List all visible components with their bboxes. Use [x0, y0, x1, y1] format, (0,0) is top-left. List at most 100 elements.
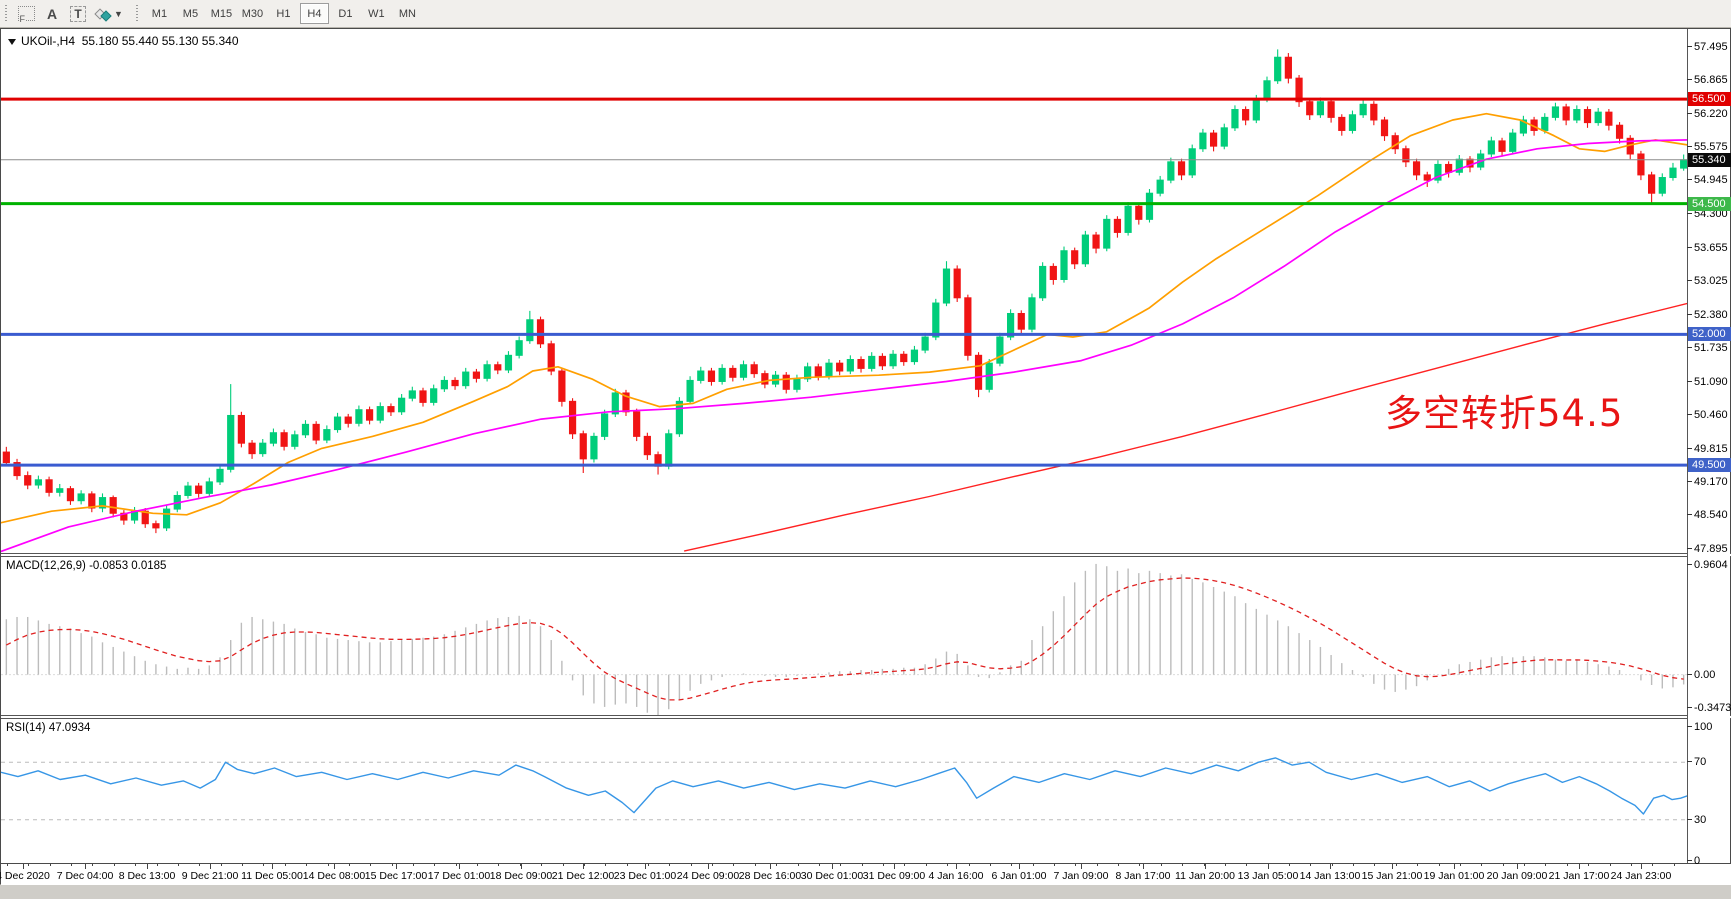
symbol-dropdown-icon[interactable]: [8, 39, 16, 45]
time-tick-mark: [1268, 864, 1269, 869]
toolbar-drag-handle[interactable]: [134, 4, 140, 23]
time-tick-minor: [1524, 864, 1525, 866]
arrows-tool-button[interactable]: ▼: [94, 3, 124, 25]
time-tick-minor: [1503, 864, 1504, 866]
time-tick-minor: [1246, 864, 1247, 866]
timeframe-button-m30[interactable]: M30: [241, 7, 264, 20]
time-tick-mark: [521, 864, 522, 869]
price-axis-label: 51.090: [1694, 376, 1728, 388]
time-axis-label: 31 Dec 09:00: [862, 870, 926, 882]
time-tick-minor: [434, 864, 435, 866]
time-tick-minor: [1161, 864, 1162, 866]
time-tick-minor: [584, 864, 585, 866]
timeframe-group: M1 M5 M15 M30 H1 H4 D1 W1 MN: [144, 0, 423, 28]
axis-tick-mark: [1687, 564, 1692, 565]
time-tick-mark: [956, 864, 957, 869]
price-axis-label: 51.735: [1694, 342, 1728, 354]
time-tick-mark: [210, 864, 211, 869]
time-tick-minor: [392, 864, 393, 866]
fibonacci-tool-button[interactable]: F: [14, 3, 38, 25]
rsi-indicator-label: RSI(14) 47.0934: [6, 722, 91, 734]
axis-tick-mark: [1687, 707, 1692, 708]
time-tick-minor: [1204, 864, 1205, 866]
label-tool-button[interactable]: T: [66, 3, 90, 25]
time-tick-minor: [1396, 864, 1397, 866]
time-axis-label: 7 Jan 09:00: [1053, 870, 1109, 882]
pane-separator[interactable]: [1, 553, 1731, 557]
axis-tick-mark: [1687, 761, 1692, 762]
time-tick-mark: [85, 864, 86, 869]
price-axis[interactable]: 57.495 56.865 56.220 55.575 54.945 54.300 53.6…: [1687, 29, 1731, 867]
pane-separator[interactable]: [1, 715, 1731, 719]
time-tick-minor: [669, 864, 670, 866]
price-axis-label: 53.025: [1694, 275, 1728, 287]
time-axis-label: 19 Jan 01:00: [1423, 870, 1485, 882]
time-tick-minor: [840, 864, 841, 866]
price-axis-label: 55.575: [1694, 141, 1728, 153]
annotation-text[interactable]: 多空转折54.5: [1385, 392, 1624, 435]
time-tick-minor: [349, 864, 350, 866]
time-axis[interactable]: 4 Dec 2020 7 Dec 04:00 8 Dec 13:00 9 Dec 21…: [0, 863, 1731, 885]
time-tick-minor: [1075, 864, 1076, 866]
time-tick-mark: [23, 864, 24, 869]
macd-pane[interactable]: MACD(12,26,9) -0.0853 0.0185: [1, 557, 1689, 715]
axis-tick-mark: [1687, 674, 1692, 675]
time-tick-mark: [334, 864, 335, 869]
macd-indicator-label: MACD(12,26,9) -0.0853 0.0185: [6, 560, 167, 572]
toolbar: F A T ▼ M1 M5 M15 M30 H1 H4 D1 W1 MN: [0, 0, 1731, 28]
timeframe-button-h1[interactable]: H1: [276, 7, 291, 20]
time-tick-mark: [1579, 864, 1580, 869]
time-tick-minor: [862, 864, 863, 866]
time-axis-label: 24 Dec 09:00: [676, 870, 740, 882]
timeframe-button-m5[interactable]: M5: [182, 7, 199, 20]
timeframe-button-mn[interactable]: MN: [398, 7, 416, 20]
time-tick-minor: [1567, 864, 1568, 866]
time-tick-mark: [147, 864, 148, 869]
price-axis-label: 54.300: [1694, 208, 1728, 220]
time-axis-label: 17 Dec 01:00: [427, 870, 491, 882]
price-line-badge: 49.500: [1688, 458, 1731, 472]
time-tick-mark: [1330, 864, 1331, 869]
time-tick-minor: [1118, 864, 1119, 866]
toolbar-drag-handle[interactable]: [4, 4, 9, 23]
timeframe-button-d1[interactable]: D1: [338, 7, 353, 20]
time-tick-minor: [926, 864, 927, 866]
timeframe-button-m1[interactable]: M1: [151, 7, 168, 20]
axis-tick-mark: [1687, 414, 1692, 415]
timeframe-button-m15[interactable]: M15: [210, 7, 233, 20]
time-tick-minor: [883, 864, 884, 866]
time-tick-minor: [648, 864, 649, 866]
time-tick-mark: [583, 864, 584, 869]
price-axis-label: 49.815: [1694, 443, 1728, 455]
price-line-badge: 54.500: [1688, 197, 1731, 211]
text-tool-button[interactable]: A: [40, 3, 64, 25]
time-tick-minor: [242, 864, 243, 866]
time-axis-label: 7 Dec 04:00: [56, 870, 114, 882]
timeframe-button-w1[interactable]: W1: [368, 7, 385, 20]
timeframe-button-h4[interactable]: H4: [299, 3, 329, 24]
chart-symbol: UKOil-,H4: [21, 34, 76, 48]
time-tick-minor: [1097, 864, 1098, 866]
chart-window[interactable]: UKOil-,H4 55.180 55.440 55.130 55.340 多空…: [0, 28, 1731, 885]
time-tick-minor: [456, 864, 457, 866]
time-tick-minor: [114, 864, 115, 866]
time-tick-mark: [459, 864, 460, 869]
chevron-down-icon[interactable]: ▼: [114, 8, 123, 19]
time-tick-minor: [7, 864, 8, 866]
time-tick-minor: [1439, 864, 1440, 866]
rsi-pane[interactable]: RSI(14) 47.0934: [1, 719, 1689, 863]
time-tick-minor: [1545, 864, 1546, 866]
time-tick-minor: [92, 864, 93, 866]
time-axis-label: 21 Jan 17:00: [1548, 870, 1610, 882]
price-axis-label: 56.220: [1694, 108, 1728, 120]
axis-tick-mark: [1687, 247, 1692, 248]
time-tick-minor: [1353, 864, 1354, 866]
time-tick-minor: [1652, 864, 1653, 866]
price-axis-label: 53.655: [1694, 242, 1728, 254]
axis-tick-mark: [1687, 280, 1692, 281]
rsi-axis-label: 70: [1694, 756, 1707, 768]
main-price-pane[interactable]: [1, 29, 1689, 553]
time-tick-mark: [832, 864, 833, 869]
time-tick-minor: [28, 864, 29, 866]
